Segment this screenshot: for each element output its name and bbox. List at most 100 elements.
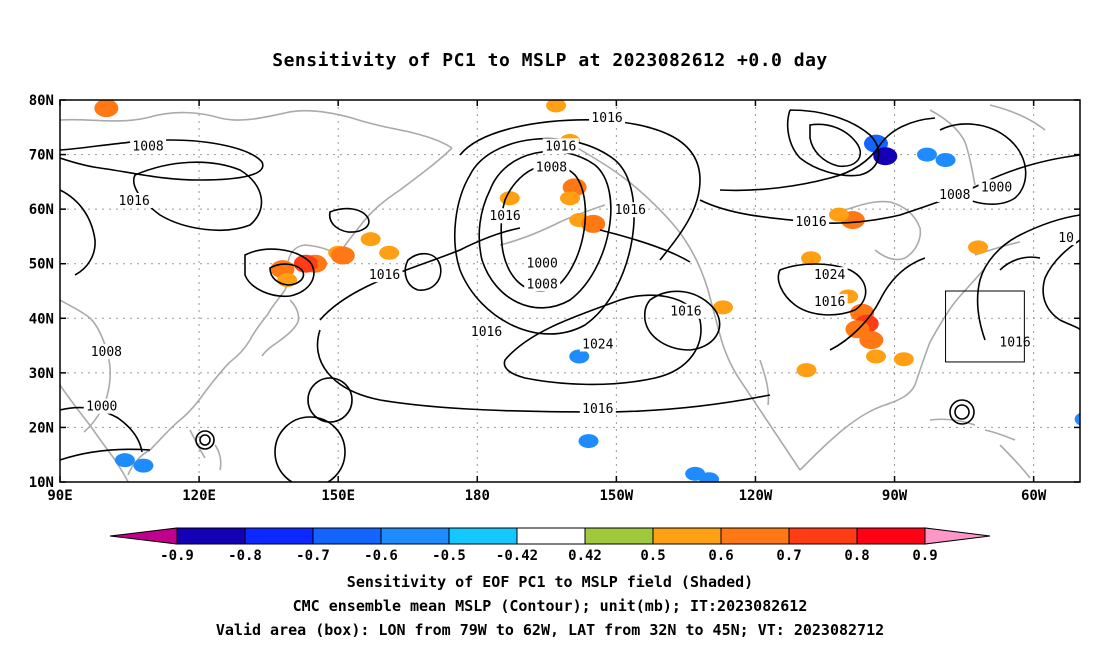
contour-label: 1016 [591,111,622,126]
contour-label: 1016 [489,209,520,224]
contour-label-bg [524,276,561,292]
colorbar-label: 0.9 [912,548,937,564]
contour-label: 1016 [471,325,502,340]
contour-label-bg [130,138,167,154]
colorbar-label: -0.5 [432,548,466,564]
colorbar-segment [176,527,246,545]
colorbar-segment [720,527,790,545]
lon-tick-label: 120W [739,488,773,504]
shading-patch [133,458,154,473]
shading-patch [379,245,400,260]
shading-patch [1074,413,1080,426]
contour-label-bg [667,303,704,319]
grid-lines [60,100,1080,482]
colorbar-label: 0.5 [640,548,665,564]
shading-patch [801,251,822,266]
contour-labels: 1016 1008 1016 1008 1000 1016 1008 1016 1016 1016… [83,110,1077,417]
lat-tick-label: 70N [29,148,54,164]
contour-label-bg [468,323,505,339]
contour-label: 1016 [814,295,845,310]
colorbar-label: -0.42 [496,548,538,564]
contour-label: 1016 [119,194,150,209]
contour-label: 1000 [86,400,117,415]
shading-patch [828,207,849,222]
map-background [60,100,1080,482]
contour-label: 1024 [582,337,613,352]
shading-patch [360,232,381,247]
shading-patch [499,191,520,206]
lon-tick-label: 150E [321,488,355,504]
contour-label-bg [612,202,649,218]
lat-tick-label: 10N [29,475,54,491]
lat-tick-label: 20N [29,420,54,436]
contour-label-bg [811,267,848,283]
lon-tick-label: 150W [600,488,634,504]
shading-patch [560,191,580,206]
colorbar-label: -0.7 [296,548,330,564]
shading-patch [893,352,914,367]
contour-label: 1008 [132,139,163,154]
colorbar-segment [856,527,926,545]
contour-label: 1016 [545,139,576,154]
caption-contour: CMC ensemble mean MSLP (Contour); unit(m… [292,597,808,615]
shading-patch [330,246,355,265]
colorbar-segment [380,527,450,545]
contour-label: 10 [1058,231,1074,246]
colorbar-label: 0.8 [844,548,869,564]
lon-tick-label: 90E [47,488,72,504]
colorbar-arrow-left [109,527,178,545]
colorbar-label: 0.6 [708,548,733,564]
colorbar-label: -0.8 [228,548,262,564]
lon-tick-label: 180 [465,488,490,504]
contour-label: 1016 [795,215,826,230]
contour-label: 1016 [369,268,400,283]
colorbar-segment [788,527,858,545]
contour-label: 1016 [999,335,1030,350]
contour-label: 1008 [527,277,558,292]
lon-tick-label: 60W [1021,488,1047,504]
contour-label: 1016 [582,402,613,417]
map-title: Sensitivity of PC1 to MSLP at 2023082612… [272,50,828,71]
lat-tick-label: 50N [29,257,54,273]
colorbar-label: 0.42 [568,548,602,564]
contour-label-bg [811,293,848,309]
shading-patch [968,240,988,255]
colorbar-segment [652,527,722,545]
colorbar-segment [584,527,654,545]
caption-shading: Sensitivity of EOF PC1 to MSLP field (Sh… [346,573,754,591]
colorbar-segment [448,527,518,545]
shading-patch [866,349,886,364]
map-frame [59,99,1081,483]
contour-label-bg [978,179,1015,195]
shading-patch [569,349,590,364]
colorbar: -0.9 -0.8 -0.7 -0.6 -0.5 -0.42 0.42 0.5 0.6 0.7 0.… [109,527,991,564]
contour-label-bg [88,344,125,360]
contour-label-bg [589,110,626,126]
contour-label-bg [936,186,973,202]
contour-label-bg [579,400,616,416]
shading-patch [917,147,937,162]
shading-patch [796,363,817,378]
colorbar-segment [516,527,586,545]
colorbar-label: 0.7 [776,548,801,564]
shading-patch [94,100,119,118]
shading-patch [546,100,567,113]
mslp-contours [60,109,1080,482]
colorbar-segment [312,527,382,545]
lon-tick-label: 90W [882,488,908,504]
lat-tick-label: 30N [29,366,54,382]
contour-label: 1000 [981,180,1012,195]
colorbar-label: -0.9 [160,548,194,564]
contour-label: 1000 [527,257,558,272]
contour-label-bg [793,214,830,230]
colorbar-label: -0.6 [364,548,398,564]
contour-label: 1016 [615,203,646,218]
contour-label: 1008 [939,188,970,203]
lat-tick-label: 40N [29,311,54,327]
shading-patch [114,453,135,468]
contour-label: 1016 [670,305,701,320]
contour-label-bg [542,138,579,154]
valid-area-box [945,290,1025,363]
shading-patch [713,300,733,315]
